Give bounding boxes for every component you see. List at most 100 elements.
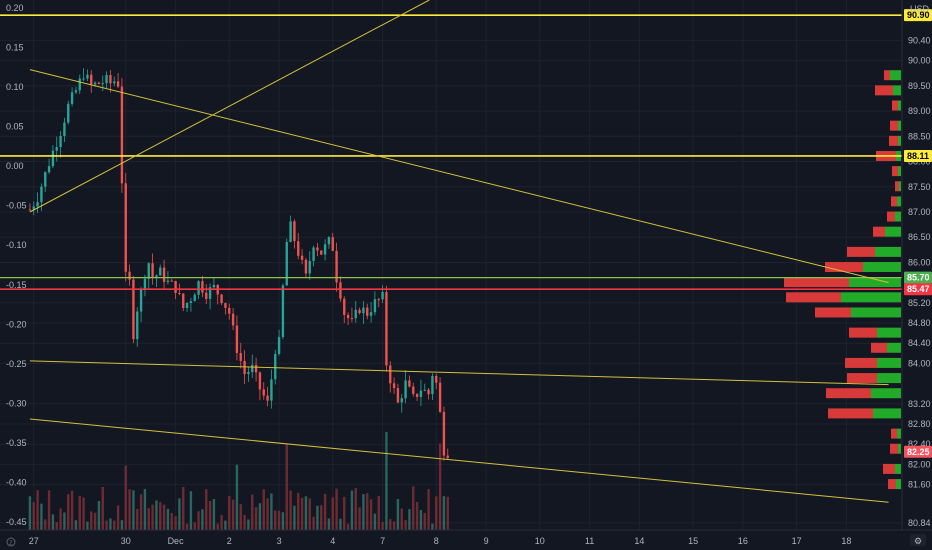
volume-bar <box>377 496 380 530</box>
settings-icon[interactable]: Z <box>6 537 16 547</box>
candle-body <box>193 294 196 302</box>
left-axis-tick: 0.10 <box>6 82 24 92</box>
volume-profile-down <box>895 181 899 192</box>
candle-body <box>36 202 39 207</box>
candle-body <box>262 389 265 396</box>
candle-body <box>339 282 342 299</box>
volume-bar <box>208 500 212 530</box>
volume-bar <box>419 510 423 530</box>
candle-body <box>323 244 327 255</box>
candle-body <box>178 292 181 294</box>
volume-profile-down <box>891 428 897 439</box>
volume-bar <box>281 512 285 530</box>
volume-bar <box>205 489 208 530</box>
time-axis-tick: 4 <box>330 536 335 546</box>
candle-body <box>212 284 216 288</box>
volume-profile-up <box>863 262 901 273</box>
volume-bar <box>231 499 235 530</box>
volume-bar <box>93 512 97 530</box>
volume-bar <box>423 513 426 530</box>
right-axis-tick: 90.00 <box>908 56 931 66</box>
left-axis-tick: 0.05 <box>6 122 24 132</box>
candle-body <box>159 267 162 276</box>
candle-body <box>350 318 354 320</box>
candle-body <box>40 186 43 203</box>
volume-profile-up <box>897 428 901 439</box>
volume-profile-down <box>884 70 890 81</box>
volume-bar <box>74 520 78 530</box>
left-axis-tick: 0.20 <box>6 3 24 13</box>
volume-bar <box>438 443 442 530</box>
volume-bar <box>266 498 269 530</box>
candle-body <box>308 260 311 274</box>
volume-profile-up <box>898 443 901 454</box>
left-axis: 0.20 0.15 0.10 0.05 0.00 -0.05 -0.10 -0.15 -0.20… <box>6 3 27 527</box>
price-tag <box>904 445 932 458</box>
volume-bar <box>446 496 449 530</box>
volume-profile-up <box>877 373 901 384</box>
volume-bar <box>70 490 74 530</box>
volume-bar <box>304 496 308 530</box>
volume-bar <box>182 487 185 530</box>
left-axis-tick: -0.05 <box>6 201 27 211</box>
candle-body <box>174 281 177 293</box>
candle-body <box>220 294 223 304</box>
volume-bar <box>151 504 154 530</box>
candle-body <box>435 375 438 383</box>
candle-body <box>431 375 434 395</box>
volume-bar <box>289 490 292 530</box>
candle-body <box>47 166 51 173</box>
volume-profile-up <box>875 246 901 257</box>
candle-body <box>74 90 78 93</box>
candle-body <box>412 386 415 394</box>
candle-body <box>446 455 449 459</box>
volume-bar <box>293 505 296 530</box>
volume-bar <box>277 510 281 530</box>
volume-bar <box>235 464 239 530</box>
horizontal-lines[interactable] <box>0 14 902 291</box>
candle-body <box>346 314 350 319</box>
volume-profile-down <box>891 196 897 207</box>
candle-body <box>362 307 365 314</box>
candle-body <box>316 247 319 251</box>
grid <box>0 0 902 530</box>
trend-lines[interactable] <box>29 0 889 503</box>
volume-profile-up <box>899 181 901 192</box>
right-axis-tick: 87.00 <box>908 207 931 217</box>
candle-body <box>51 150 55 167</box>
candle-body <box>251 364 254 373</box>
volume-bar <box>308 498 311 530</box>
candle-body <box>182 293 185 308</box>
volume-bar <box>212 499 216 530</box>
right-axis-tick: 88.50 <box>908 131 931 141</box>
right-axis-tick: 86.00 <box>908 257 931 267</box>
time-axis-tick: 30 <box>121 536 131 546</box>
volume-profile-down <box>892 100 898 111</box>
left-axis-tick: -0.30 <box>6 398 27 408</box>
price-tag <box>904 9 932 22</box>
scroll-right-icon[interactable]: ⚙ <box>910 534 926 546</box>
volume-bar <box>431 523 434 530</box>
candle-body <box>243 360 246 375</box>
time-axis-tick: 15 <box>688 536 698 546</box>
volume-profile-down <box>786 292 841 303</box>
volume-bar <box>162 504 166 530</box>
time-axis[interactable]: 27 30 Dec 2 3 4 7 8 9 10 11 14 15 16 17 18 <box>29 536 852 546</box>
volume-bar <box>170 512 173 530</box>
candle-body <box>385 291 388 366</box>
candle-body <box>419 390 423 397</box>
candle-body <box>335 250 338 283</box>
candle-body <box>86 74 89 79</box>
right-axis-tick: 86.50 <box>908 232 931 242</box>
left-axis-tick: -0.20 <box>6 319 27 329</box>
volume-bar <box>366 493 369 530</box>
candle-body <box>197 281 200 295</box>
candle-body <box>147 263 150 279</box>
left-axis-tick: -0.25 <box>6 359 27 369</box>
time-axis-tick: 10 <box>535 536 545 546</box>
volume-profile-down <box>875 85 893 96</box>
volume-profile-down <box>873 226 885 237</box>
price-tag-label: 82.25 <box>907 447 930 457</box>
volume-bar <box>86 521 89 530</box>
